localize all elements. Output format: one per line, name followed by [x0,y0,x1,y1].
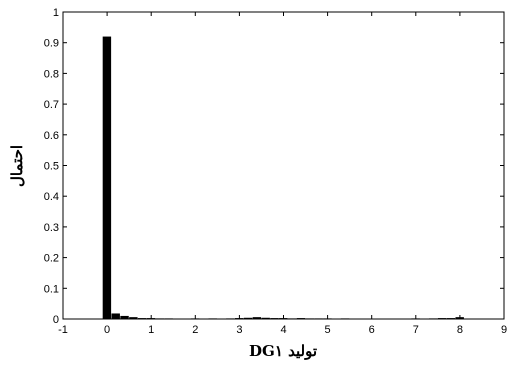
x-tick-label: 3 [236,324,242,336]
x-tick-label: 5 [325,324,331,336]
x-tick-label: 8 [457,324,463,336]
bar [358,318,367,320]
bars-group [102,36,464,320]
bar [226,318,235,320]
bar [429,318,438,320]
bar [446,318,456,319]
y-tick-label: 0.6 [44,130,59,142]
bar [111,313,120,319]
bar [340,318,350,320]
bar [137,318,147,319]
bar [217,318,226,320]
bar [384,318,394,320]
x-tick-label: 2 [192,324,198,336]
x-tick-label: 7 [413,324,419,336]
bar [376,318,385,320]
bar [173,318,182,320]
bar [102,36,112,320]
bar [243,317,253,319]
y-tick-label: 0.4 [44,191,59,203]
bar [287,318,297,320]
bar [261,317,270,319]
x-tick-label: 6 [369,324,375,336]
y-tick-label: 0.1 [44,283,59,295]
x-tick-label: 1 [148,324,154,336]
bar [208,318,217,320]
bar [314,318,323,320]
bar [155,318,165,320]
bar [199,318,209,320]
x-ticks-group: -1 0 1 2 3 4 5 6 7 8 9 [58,12,507,336]
y-tick-label: 0.2 [44,253,59,265]
y-tick-label: 1 [53,7,59,19]
bar [164,318,173,320]
y-ticks-group: 0 0.1 0.2 0.3 0.4 0.5 0.6 0.7 0.8 0.9 1 [44,7,504,326]
bar [402,318,411,320]
y-tick-label: 0 [53,314,59,326]
x-tick-label: 0 [104,324,110,336]
bar [182,318,191,320]
bar [129,317,138,319]
bar [252,317,262,319]
bar [437,318,447,319]
bar [120,315,129,319]
y-tick-label: 0.7 [44,99,59,111]
bar [270,318,279,319]
bar [420,318,429,320]
y-tick-label: 0.5 [44,161,59,173]
bar [296,318,306,319]
x-tick-label: 4 [280,324,286,336]
y-tick-label: 0.9 [44,38,59,50]
bar [367,318,376,320]
bar [305,318,314,320]
y-tick-label: 0.3 [44,222,59,234]
bar [349,318,359,320]
bar [393,318,403,320]
x-tick-label: 9 [501,324,507,336]
y-tick-label: 0.8 [44,68,59,80]
y-axis-label: احتمال [8,145,26,187]
x-tick-label: -1 [58,324,68,336]
x-axis-label: تولید DG۱ [249,342,317,360]
bar [332,318,341,320]
plot-frame [62,11,505,320]
